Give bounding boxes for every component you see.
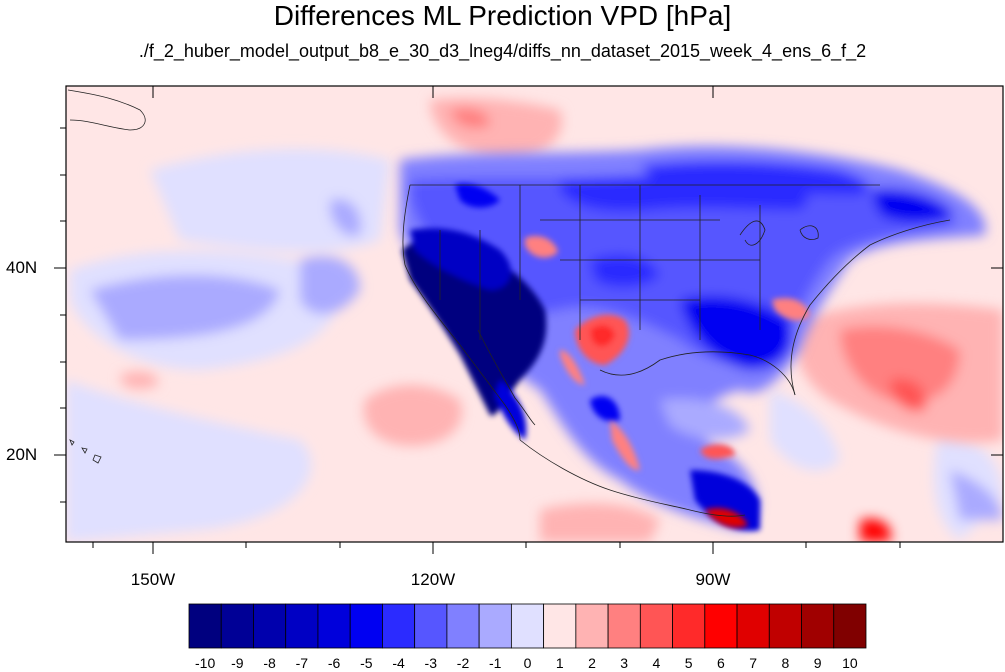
colorbar <box>188 603 867 649</box>
lon-label-120w: 120W <box>410 570 456 589</box>
colorbar-label: 10 <box>842 655 858 671</box>
vpd-field <box>66 86 1003 542</box>
colorbar-swatch <box>575 603 609 649</box>
colorbar-swatch <box>704 603 738 649</box>
colorbar-swatch <box>478 603 512 649</box>
colorbar-swatch <box>768 603 802 649</box>
colorbar-label: -9 <box>231 655 244 671</box>
colorbar-label: -4 <box>392 655 405 671</box>
lon-label-90w: 90W <box>695 570 731 589</box>
colorbar-label: -2 <box>456 655 470 671</box>
colorbar-label: 5 <box>684 655 693 671</box>
colorbar-swatch <box>801 603 835 649</box>
colorbar-label: 4 <box>652 655 661 671</box>
colorbar-swatch <box>188 603 222 649</box>
colorbar-swatch <box>414 603 448 649</box>
colorbar-label: -3 <box>424 655 438 671</box>
colorbar-swatch <box>285 603 319 649</box>
colorbar-swatch <box>220 603 254 649</box>
colorbar-swatch <box>607 603 641 649</box>
colorbar-swatch <box>833 603 867 649</box>
colorbar-swatch <box>639 603 673 649</box>
colorbar-label: -8 <box>263 655 276 671</box>
colorbar-label: 6 <box>717 655 725 671</box>
colorbar-swatch <box>543 603 577 649</box>
colorbar-swatch <box>317 603 351 649</box>
colorbar-swatch <box>736 603 770 649</box>
colorbar-swatch <box>672 603 706 649</box>
colorbar-swatch <box>349 603 383 649</box>
lat-label-20n: 20N <box>6 445 38 464</box>
colorbar-label: 1 <box>555 655 564 671</box>
colorbar-label: -6 <box>327 655 341 671</box>
colorbar-swatch <box>253 603 287 649</box>
colorbar-swatch <box>382 603 416 649</box>
axis-ticks <box>54 86 1003 554</box>
map-title: Differences ML Prediction VPD [hPa] <box>273 0 732 31</box>
map-subtitle: ./f_2_huber_model_output_b8_e_30_d3_lneg… <box>138 41 867 61</box>
lat-label-40n: 40N <box>6 258 38 277</box>
colorbar-label: 2 <box>588 655 596 671</box>
lon-label-150w: 150W <box>130 570 176 589</box>
colorbar-swatch <box>446 603 480 649</box>
map-frame <box>65 85 1004 543</box>
colorbar-label: -1 <box>489 655 502 671</box>
colorbar-swatch <box>510 603 545 649</box>
colorbar-label: 8 <box>781 655 790 671</box>
colorbar-label: 0 <box>523 655 532 671</box>
colorbar-label: 3 <box>620 655 629 671</box>
colorbar-label: -10 <box>194 655 216 671</box>
colorbar-label: 7 <box>749 655 758 671</box>
colorbar-label: -5 <box>360 655 373 671</box>
colorbar-label: 9 <box>813 655 822 671</box>
colorbar-label: -7 <box>295 655 309 671</box>
